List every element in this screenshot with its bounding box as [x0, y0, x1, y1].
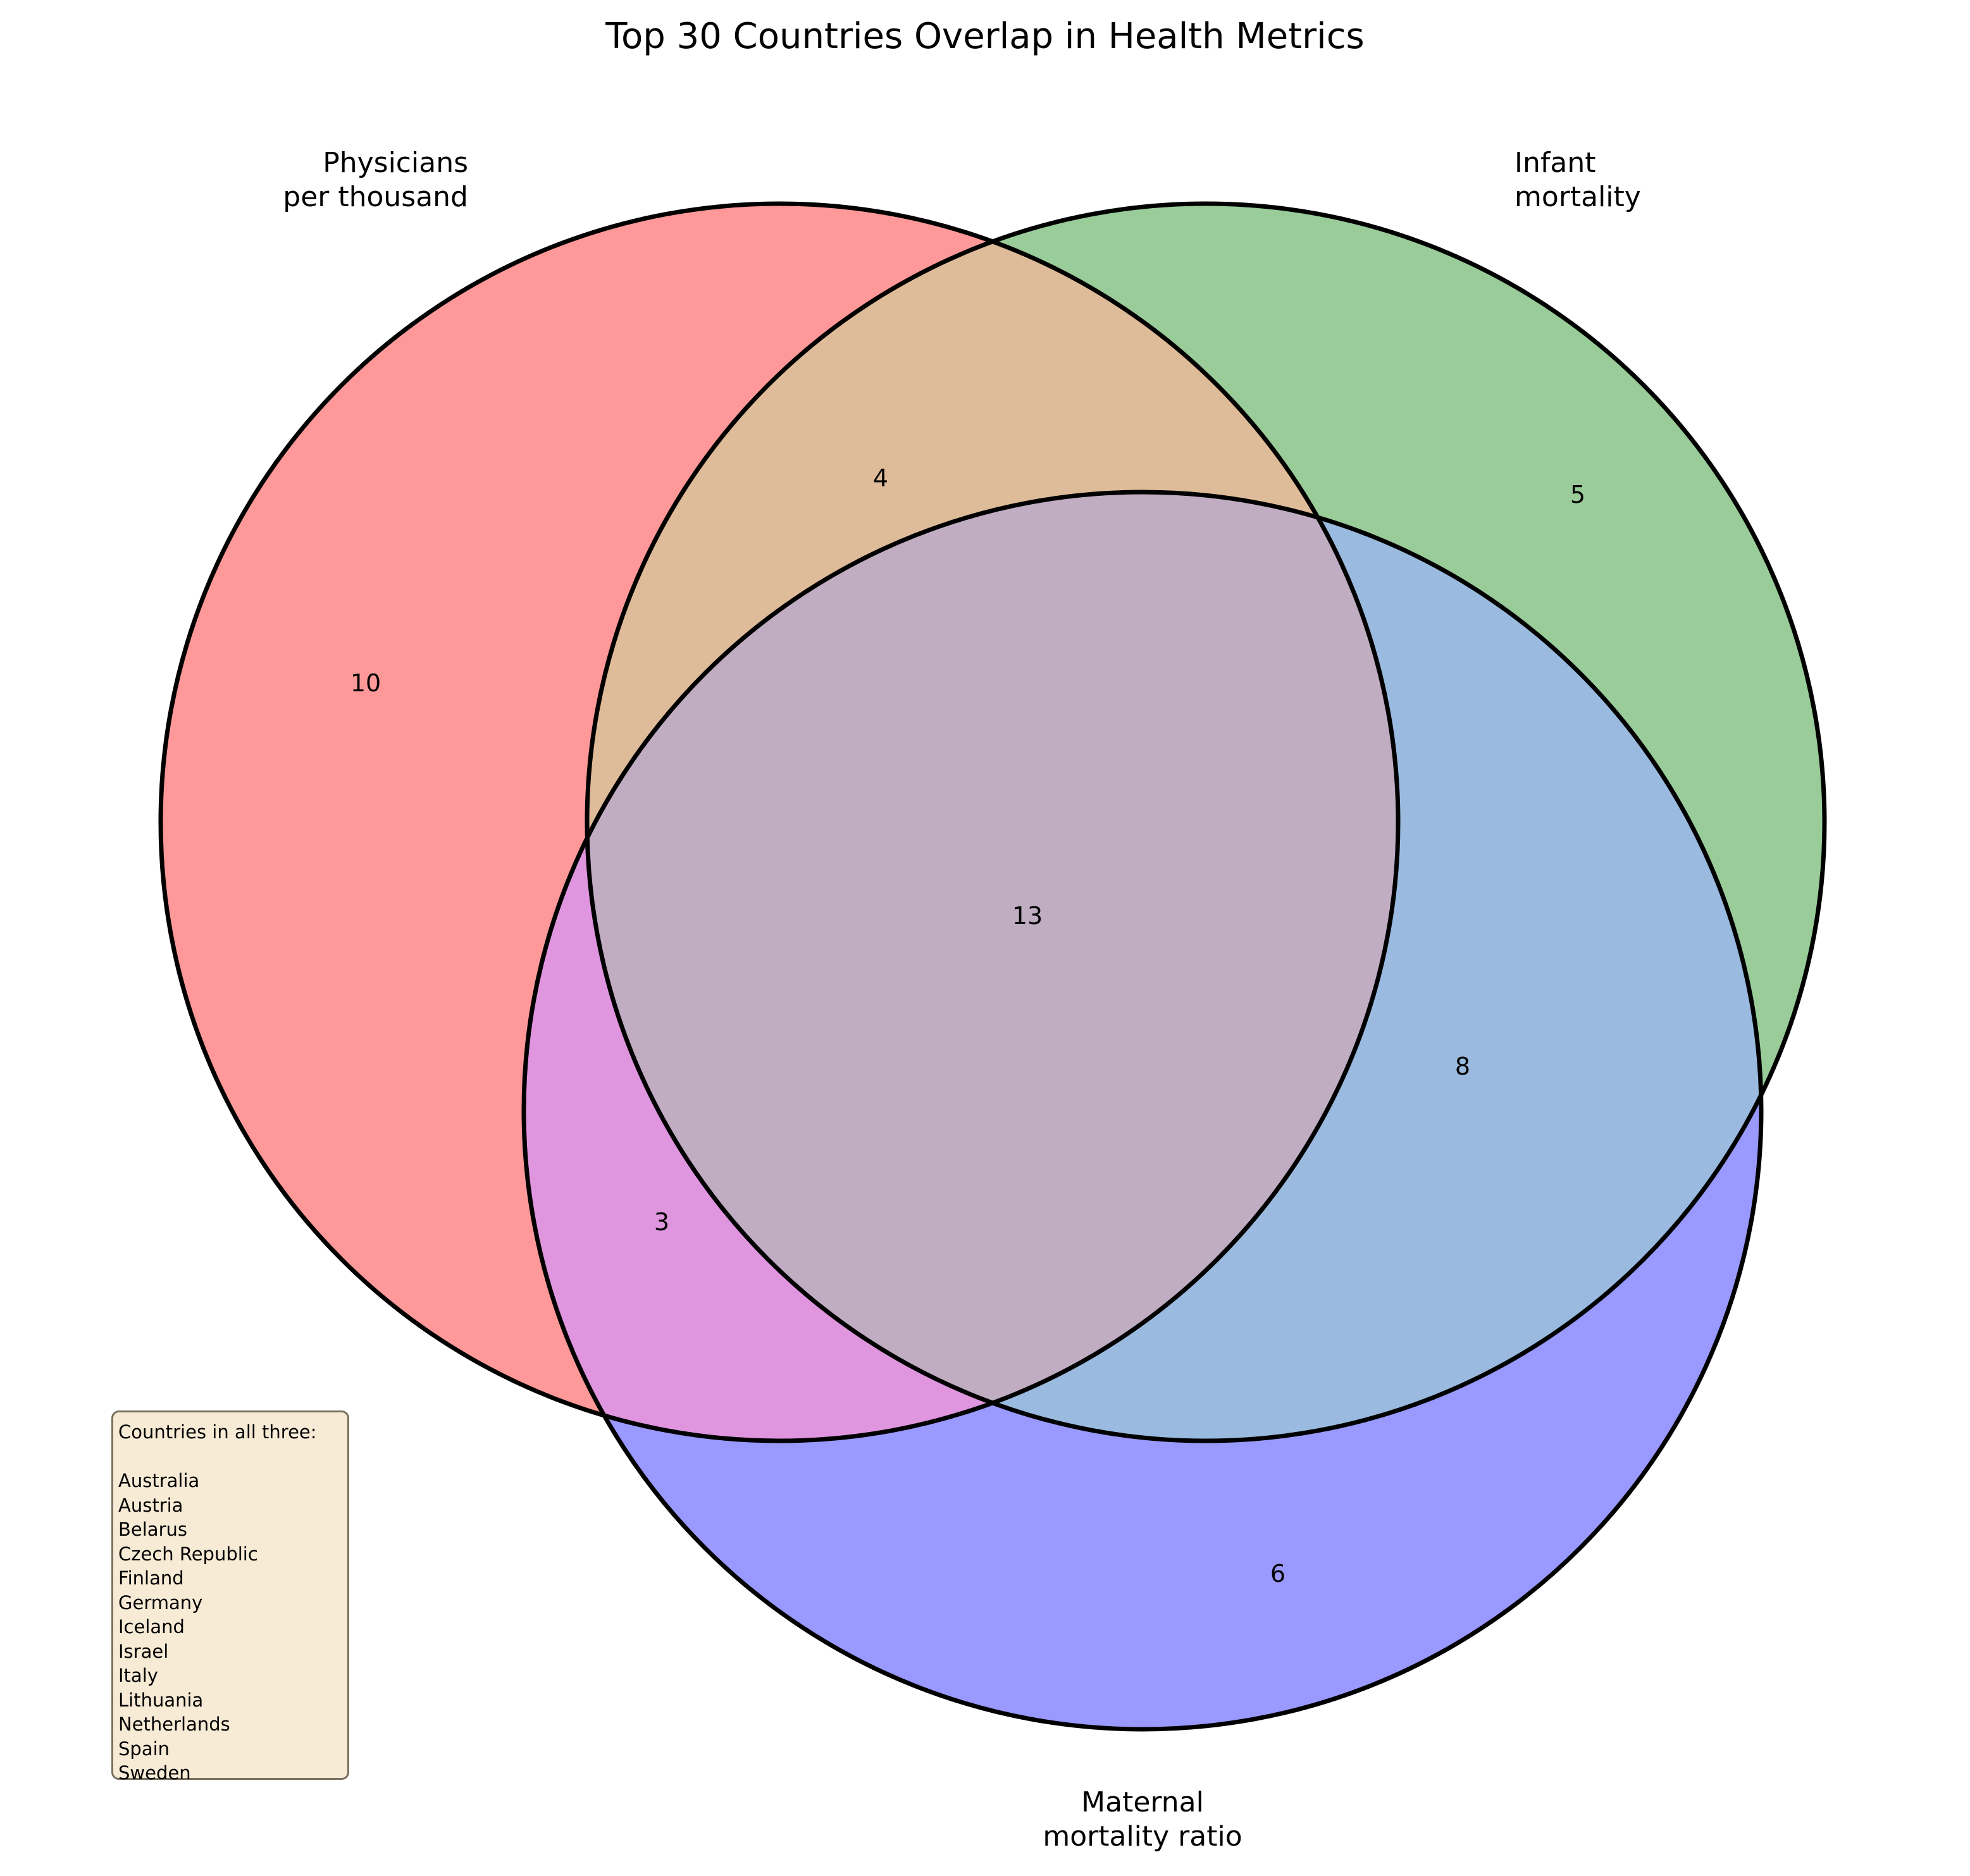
- set-b-outline: [585, 201, 1827, 1443]
- legend-country: Czech Republic: [118, 1543, 258, 1565]
- region-a-only-count: 10: [350, 669, 381, 697]
- legend-country: Spain: [118, 1737, 170, 1760]
- region-abc-count: 13: [1012, 902, 1043, 930]
- set-a-label-line1: Physicians: [323, 147, 468, 179]
- legend-country: Iceland: [118, 1616, 185, 1638]
- set-a-label-line2: per thousand: [283, 181, 468, 213]
- legend-country: Australia: [118, 1470, 200, 1491]
- legend-country-list: Australia Austria Belarus Czech Republic Fin…: [118, 1469, 342, 1786]
- set-b-label-line1: Infant: [1515, 147, 1595, 179]
- diagram-title: Top 30 Countries Overlap in Health Metri…: [605, 16, 1364, 57]
- region-bc-count: 8: [1455, 1052, 1470, 1080]
- countries-legend: Countries in all three: Australia Austria…: [111, 1410, 349, 1784]
- legend-heading: Countries in all three:: [118, 1421, 317, 1443]
- region-ab-count: 4: [873, 464, 888, 492]
- set-b-label-line2: mortality: [1515, 181, 1641, 213]
- legend-country: Netherlands: [118, 1713, 230, 1735]
- set-a-outline: [158, 201, 1401, 1443]
- region-ac-count: 3: [654, 1208, 669, 1236]
- legend-country: Germany: [118, 1591, 203, 1614]
- legend-country: Israel: [118, 1640, 169, 1662]
- set-c-outline: [521, 490, 1764, 1732]
- legend-country: Finland: [118, 1567, 184, 1589]
- legend-country: Lithuania: [118, 1689, 204, 1711]
- region-c-only-count: 6: [1270, 1560, 1285, 1588]
- set-c-label-line1: Maternal: [1081, 1786, 1204, 1818]
- set-c-label-line2: mortality ratio: [1043, 1820, 1242, 1853]
- region-b-only-count: 5: [1570, 481, 1585, 509]
- legend-country: Austria: [118, 1494, 183, 1516]
- legend-country: Italy: [118, 1665, 158, 1686]
- legend-country: Belarus: [118, 1519, 187, 1540]
- legend-country: Sweden: [118, 1762, 191, 1784]
